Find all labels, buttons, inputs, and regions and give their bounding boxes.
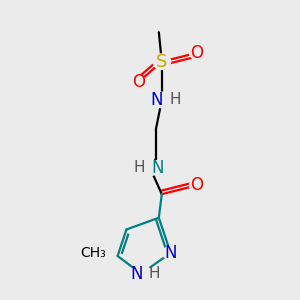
Ellipse shape: [138, 160, 162, 175]
Text: CH₃: CH₃: [80, 246, 106, 260]
Ellipse shape: [190, 178, 205, 192]
Text: S: S: [156, 53, 167, 71]
Text: O: O: [132, 73, 145, 91]
Text: N: N: [151, 91, 163, 109]
Ellipse shape: [163, 246, 178, 260]
Text: N: N: [164, 244, 177, 262]
Text: H: H: [148, 266, 160, 281]
Text: H: H: [133, 160, 145, 175]
Ellipse shape: [130, 76, 146, 89]
Text: H: H: [169, 92, 181, 107]
Ellipse shape: [130, 266, 152, 281]
Ellipse shape: [153, 54, 171, 69]
Text: O: O: [190, 176, 204, 194]
Text: N: N: [130, 265, 142, 283]
Ellipse shape: [151, 92, 173, 108]
Text: N: N: [152, 159, 164, 177]
Ellipse shape: [190, 46, 205, 60]
Text: O: O: [190, 44, 204, 62]
